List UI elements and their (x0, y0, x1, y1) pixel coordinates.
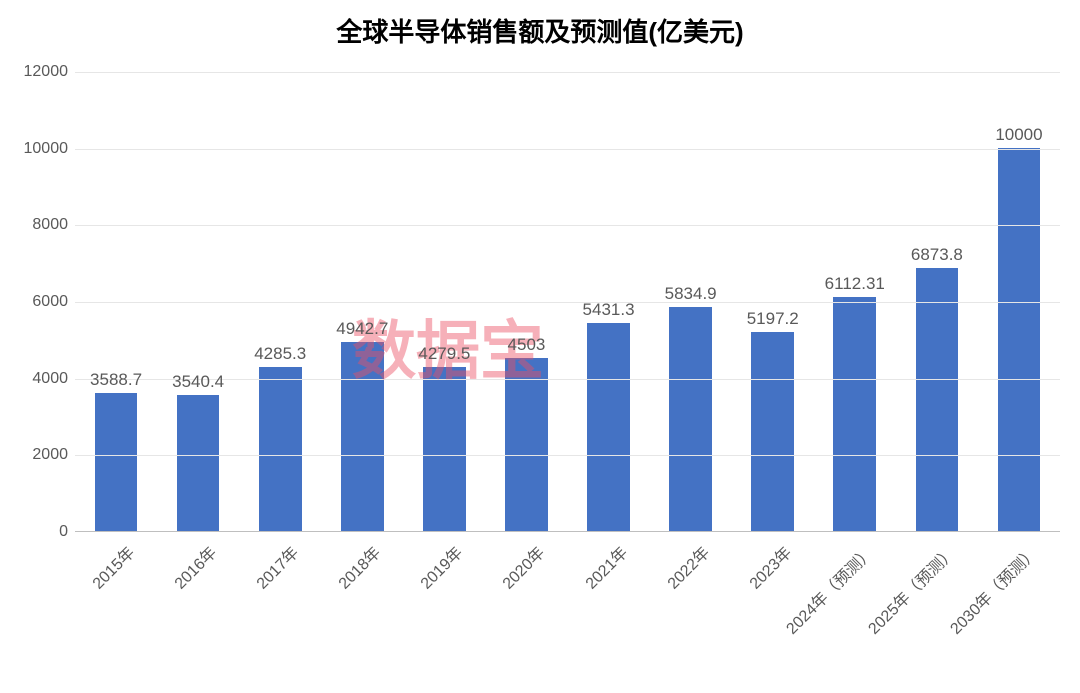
gridline (75, 72, 1060, 73)
bar-value-label: 4942.7 (302, 319, 422, 339)
ytick-label: 2000 (13, 446, 68, 464)
bar-value-label: 6873.8 (877, 245, 997, 265)
bar-value-label: 4503 (466, 335, 586, 355)
bar-value-label: 5834.9 (631, 284, 751, 304)
bar (833, 297, 876, 531)
ytick-label: 10000 (13, 140, 68, 158)
bar-value-label: 5197.2 (713, 309, 833, 329)
gridline (75, 455, 1060, 456)
bar (587, 323, 630, 531)
bar (998, 148, 1041, 531)
gridline (75, 149, 1060, 150)
bar-value-label: 3540.4 (138, 372, 258, 392)
ytick-label: 12000 (13, 63, 68, 81)
chart-container: 全球半导体销售额及预测值(亿美元) 数据宝 020004000600080001… (0, 0, 1080, 693)
ytick-label: 8000 (13, 216, 68, 234)
ytick-label: 6000 (13, 293, 68, 311)
bar (177, 395, 220, 531)
ytick-label: 0 (13, 523, 68, 541)
bar (751, 332, 794, 531)
gridline (75, 225, 1060, 226)
bar (669, 307, 712, 531)
bar (259, 367, 302, 531)
bar (916, 268, 959, 531)
bar (505, 358, 548, 531)
bar-value-label: 6112.31 (795, 274, 915, 294)
bar-value-label: 4285.3 (220, 344, 340, 364)
bar (95, 393, 138, 531)
chart-title: 全球半导体销售额及预测值(亿美元) (0, 12, 1080, 49)
bar-value-label: 10000 (959, 125, 1079, 145)
bar (341, 342, 384, 531)
bar (423, 367, 466, 531)
